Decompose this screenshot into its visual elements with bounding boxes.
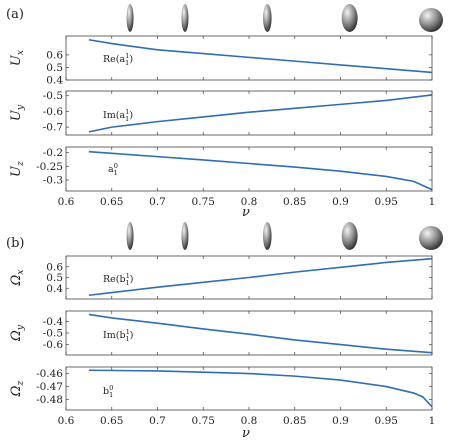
- x-tick-label: 0.9: [332, 415, 349, 427]
- y-tick-label: 0.5: [46, 272, 63, 284]
- x-tick-label: 0.8: [241, 196, 258, 208]
- x-tick-label: 0.6: [58, 415, 75, 427]
- x-tick-label: 0.75: [192, 415, 215, 427]
- panel-omega-z: 0.6 0.65 0.7 0.75 0.8 0.85 0.9 0.95 1 -0.46-0.47-…: [9, 366, 436, 427]
- curve-annotation: b0 1: [103, 384, 113, 399]
- curve-annotation: a0 1: [108, 162, 118, 177]
- shape-icons-a: [126, 4, 443, 32]
- y-tick-label: -0.5: [43, 90, 63, 102]
- spheroid-shape-icon: [126, 222, 134, 250]
- series-line: [88, 257, 433, 297]
- series-line: [88, 313, 433, 354]
- spheroid-shape-icon: [181, 4, 189, 32]
- y-axis-label: Ux: [9, 49, 26, 66]
- x-axis-label-a: ν: [242, 205, 250, 220]
- series-line: [88, 38, 433, 74]
- x-tick-label: 1: [429, 196, 436, 208]
- panel-uy: -0.5 -0.6 -0.7 Uy Im(a1 1): [9, 90, 433, 136]
- block-a-tag: (a): [6, 7, 24, 22]
- y-tick-label: -0.3: [43, 175, 63, 187]
- y-axis-label: Uz: [9, 161, 26, 177]
- series-line: [88, 94, 433, 133]
- x-tick-label: 0.7: [149, 196, 166, 208]
- x-tick-label: 0.65: [100, 196, 123, 208]
- shape-icons-b: [126, 222, 443, 250]
- x-tick-label: 0.85: [283, 415, 306, 427]
- spheroid-shape-icon: [419, 226, 443, 250]
- x-tick-label: 0.95: [375, 196, 398, 208]
- curve-annotation: Im(a1 1): [103, 108, 133, 123]
- panel-omega-x: 0.60.50.4 Ωx Re(b1 1): [9, 255, 433, 300]
- x-tick-label: 0.9: [332, 196, 349, 208]
- spheroid-shape-icon: [263, 4, 272, 32]
- curve-annotation: Im(b1 1): [103, 328, 134, 343]
- panel-ux: 0.40.50.6 Ux Re(a1 1): [9, 35, 433, 87]
- x-axis-label-b: ν: [242, 426, 250, 440]
- x-tick-label: 0.65: [100, 415, 123, 427]
- x-tick-label: 0.85: [283, 196, 306, 208]
- y-tick-label: 0.4: [46, 283, 63, 295]
- y-axis-label: Ωz: [9, 381, 26, 398]
- y-tick-label: 0.5: [46, 62, 63, 74]
- y-tick-label: 0.4: [46, 75, 63, 87]
- y-tick-label: -0.4: [43, 316, 64, 328]
- x-tick-label: 0.6: [58, 196, 75, 208]
- series-line: [88, 150, 433, 191]
- y-tick-label: -0.46: [36, 368, 63, 380]
- y-tick-label: 0.6: [46, 49, 63, 61]
- curve-annotation: Re(a1 1): [103, 52, 133, 67]
- spheroid-shape-icon: [263, 222, 272, 250]
- y-tick-label: -0.25: [36, 161, 63, 173]
- y-axis-label: Ωy: [9, 324, 26, 342]
- spheroid-shape-icon: [341, 222, 358, 250]
- spheroid-shape-icon: [341, 4, 358, 32]
- panel-uz: 0.6 0.65 0.7 0.75 0.8 0.85 0.9 0.95 1 -0.2 -0.25 -0…: [9, 146, 436, 208]
- spheroid-shape-icon: [126, 4, 134, 32]
- spheroid-shape-icon: [419, 8, 443, 32]
- x-tick-label: 0.8: [241, 415, 258, 427]
- block-b-tag: (b): [6, 236, 24, 251]
- y-axis-label: Ωx: [9, 269, 26, 287]
- y-tick-label: -0.6: [43, 339, 64, 351]
- x-tick-label: 0.95: [375, 415, 398, 427]
- y-tick-label: -0.48: [36, 394, 63, 406]
- y-tick-label: -0.7: [43, 122, 63, 134]
- series-line: [88, 369, 433, 408]
- x-tick-label: 0.7: [149, 415, 166, 427]
- y-tick-label: -0.6: [43, 106, 64, 118]
- y-tick-label: -0.47: [36, 381, 63, 393]
- y-tick-label: -0.5: [43, 328, 63, 340]
- curve-annotation: Re(b1 1): [103, 272, 134, 287]
- y-axis-label: Uy: [9, 104, 26, 121]
- x-tick-label: 0.75: [192, 196, 215, 208]
- panel-omega-y: -0.4-0.5-0.6 Ωy Im(b1 1): [9, 310, 433, 356]
- spheroid-shape-icon: [181, 222, 189, 250]
- x-tick-label: 1: [429, 415, 436, 427]
- y-tick-label: -0.2: [43, 147, 63, 159]
- y-tick-label: 0.6: [46, 261, 63, 273]
